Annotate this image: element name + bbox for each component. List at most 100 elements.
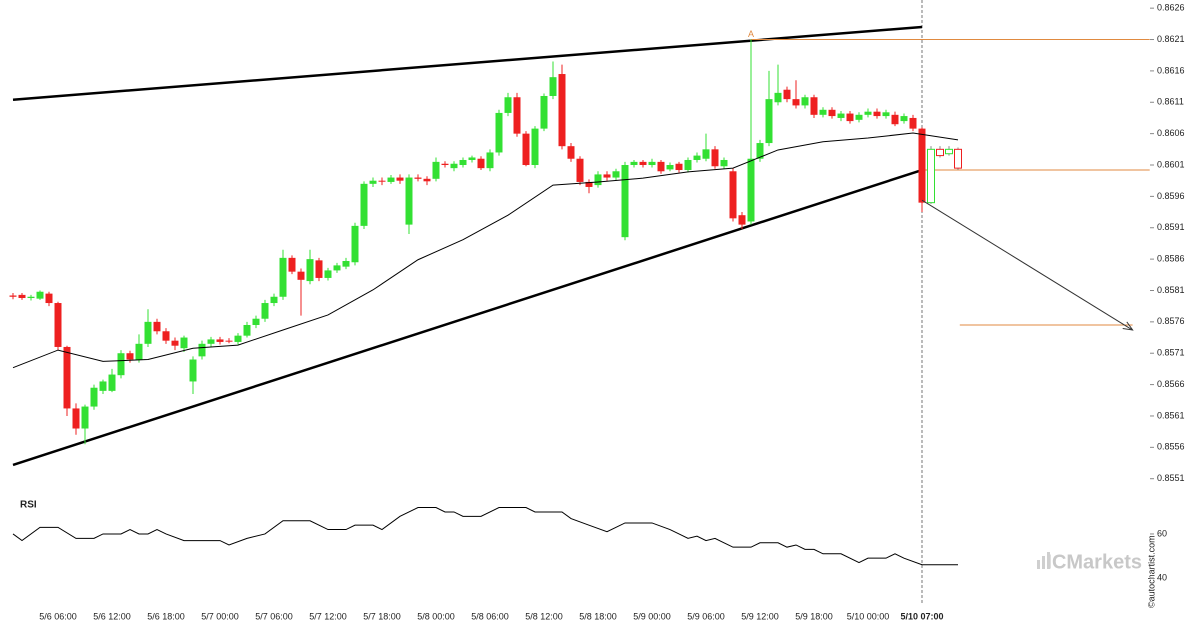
candle-body — [396, 177, 404, 181]
x-tick-label: 5/7 06:00 — [255, 611, 293, 621]
watermark-icon — [1037, 552, 1050, 569]
candle-body — [9, 295, 17, 297]
watermark: ICMarkets — [1046, 551, 1142, 573]
candle-body — [180, 337, 188, 349]
candle-body — [486, 152, 494, 169]
candle-body — [108, 374, 116, 391]
candle-body — [693, 155, 701, 160]
candle-body — [72, 408, 80, 429]
y-tick-label: 0.8581 — [1157, 285, 1185, 295]
y-tick-label: 0.8591 — [1157, 222, 1185, 232]
rsi-tick-label: 60 — [1157, 528, 1167, 538]
y-tick-label: 0.8626 — [1157, 3, 1185, 13]
candle-body — [234, 335, 242, 342]
y-tick-label: 0.8551 — [1157, 473, 1185, 483]
candle-body — [18, 294, 26, 299]
candle-body — [774, 92, 782, 103]
candle-body — [576, 158, 584, 182]
candle-body — [207, 339, 215, 344]
candle-body — [855, 114, 863, 120]
candle-body — [882, 112, 890, 117]
candle-body — [900, 116, 908, 122]
candle-body — [117, 353, 125, 376]
y-tick-label: 0.8566 — [1157, 379, 1185, 389]
rsi-line — [12, 507, 958, 566]
candle-body — [603, 174, 611, 178]
candle-body — [666, 165, 674, 170]
candle-body — [270, 296, 278, 304]
candle-body — [405, 177, 413, 225]
candle-body — [819, 109, 827, 115]
candle-body — [342, 260, 350, 267]
y-tick-label: 0.8601 — [1157, 159, 1185, 169]
x-tick-label: 5/8 18:00 — [579, 611, 617, 621]
candle-body — [90, 387, 98, 407]
candle-body — [36, 291, 44, 299]
candle-body — [936, 148, 944, 157]
x-tick-label: 5/8 00:00 — [417, 611, 455, 621]
candle-body — [441, 163, 449, 166]
candle-body — [216, 339, 224, 342]
candle-body — [945, 148, 953, 155]
x-tick-label: 5/7 18:00 — [363, 611, 401, 621]
x-tick-label: 5/9 18:00 — [795, 611, 833, 621]
candle-body — [612, 171, 620, 178]
candle-body — [909, 117, 917, 129]
candle-body — [495, 112, 503, 153]
y-tick-label: 0.8606 — [1157, 128, 1185, 138]
candle-body — [198, 343, 206, 357]
candle-body — [153, 321, 161, 332]
candle-body — [630, 161, 638, 166]
candle-body — [288, 257, 296, 272]
x-tick-label: 5/6 18:00 — [147, 611, 185, 621]
candle-body — [828, 109, 836, 117]
candle-body — [144, 321, 152, 344]
credit: ©autochartist.com — [1146, 535, 1156, 608]
candle-body — [171, 340, 179, 346]
y-tick-label: 0.8576 — [1157, 316, 1185, 326]
candle-body — [756, 143, 764, 159]
candle-body — [279, 257, 287, 297]
x-tick-label: 5/10 00:00 — [847, 611, 890, 621]
candle-body — [783, 89, 791, 100]
candle-body — [432, 161, 440, 179]
candle-body — [369, 180, 377, 184]
y-tick-label: 0.8611 — [1157, 97, 1184, 107]
x-tick-label: 5/6 06:00 — [39, 611, 77, 621]
candle-body — [531, 128, 539, 166]
candle-body — [540, 95, 548, 129]
x-tick-label: 5/8 06:00 — [471, 611, 509, 621]
x-tick-label: 5/8 12:00 — [525, 611, 563, 621]
candle-body — [648, 161, 656, 166]
candle-body — [567, 146, 575, 159]
candle-body — [189, 359, 197, 382]
candle-body — [243, 324, 251, 336]
candle-body — [306, 259, 314, 282]
y-tick-label: 0.8561 — [1157, 410, 1185, 420]
candle-body — [891, 114, 899, 125]
candle-body — [81, 406, 89, 429]
candle-body — [522, 133, 530, 166]
candle-body — [297, 271, 305, 280]
x-tick-label: 5/6 12:00 — [93, 611, 131, 621]
x-tick-label: 5/7 12:00 — [309, 611, 347, 621]
candle-body — [720, 159, 728, 167]
candle-body — [378, 180, 386, 182]
candle-body — [450, 163, 458, 169]
candle-body — [360, 183, 368, 226]
y-tick-label: 0.8571 — [1157, 348, 1185, 358]
candle-body — [585, 181, 593, 187]
candle-body — [324, 270, 332, 278]
candle-body — [99, 381, 107, 391]
candle-body — [468, 157, 476, 160]
candle-body — [423, 178, 431, 182]
candle-body — [621, 165, 629, 238]
candle-body — [864, 111, 872, 115]
candle-body — [225, 340, 233, 342]
x-tick-label: 5/9 00:00 — [633, 611, 671, 621]
candle-body — [711, 149, 719, 167]
candle-body — [513, 97, 521, 134]
x-tick-label: 5/9 12:00 — [741, 611, 779, 621]
candle-body — [702, 149, 710, 159]
